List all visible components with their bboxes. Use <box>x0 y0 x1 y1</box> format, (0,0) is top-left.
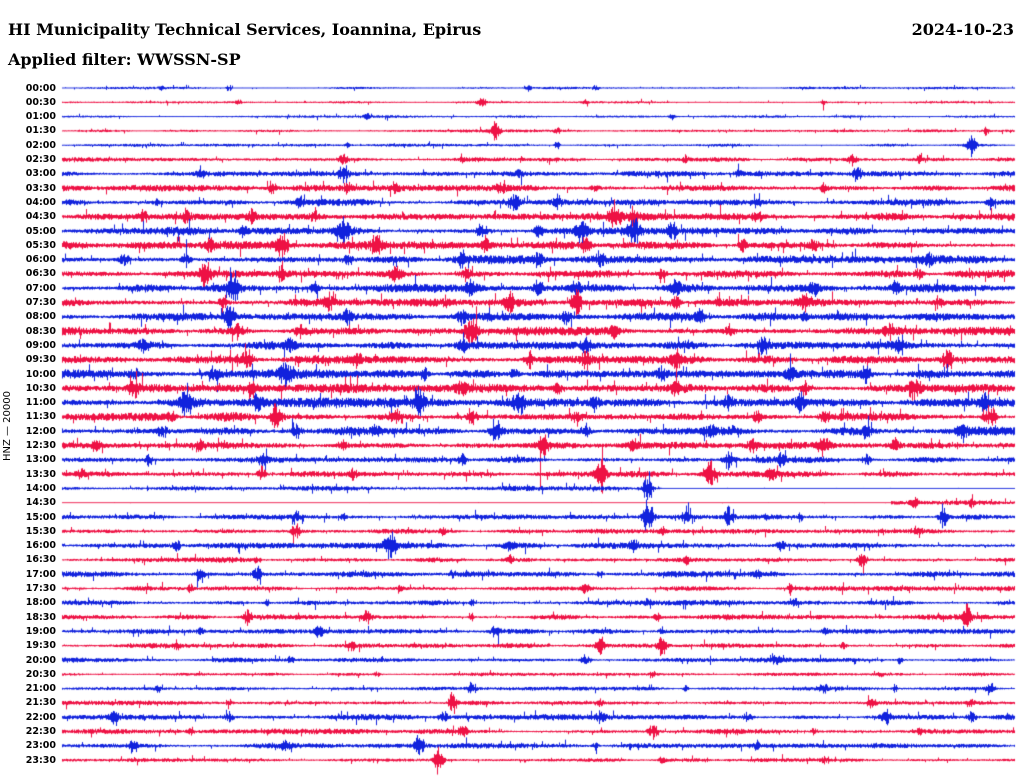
time-label: 00:00 <box>25 82 56 94</box>
time-label: 22:00 <box>25 711 56 723</box>
time-label: 08:30 <box>25 325 56 337</box>
time-label: 02:30 <box>25 154 56 165</box>
time-label: 16:30 <box>25 554 56 566</box>
date-label: 2024-10-23 <box>911 20 1014 39</box>
time-label: 05:30 <box>25 239 56 251</box>
time-label: 03:00 <box>25 168 56 180</box>
time-label: 06:30 <box>25 268 56 280</box>
time-label: 10:30 <box>25 382 56 394</box>
channel-scale-label: HNZ — 20000 <box>2 391 13 462</box>
time-label: 14:00 <box>25 482 56 494</box>
time-label: 04:00 <box>25 196 56 208</box>
time-label: 20:30 <box>25 668 56 680</box>
time-label: 04:30 <box>25 211 56 223</box>
time-label: 09:30 <box>25 354 56 366</box>
time-label: 19:30 <box>25 640 56 652</box>
time-label: 03:30 <box>25 182 56 194</box>
time-label: 13:00 <box>25 454 56 466</box>
time-label: 07:30 <box>25 297 56 308</box>
time-label: 07:00 <box>25 282 56 294</box>
time-label: 19:00 <box>25 625 56 637</box>
time-label: 08:00 <box>25 311 56 323</box>
time-label: 10:00 <box>25 368 56 380</box>
time-label: 12:30 <box>25 440 56 451</box>
time-label: 17:30 <box>25 583 56 594</box>
time-label: 18:00 <box>25 597 56 609</box>
time-label: 02:00 <box>25 139 56 151</box>
time-label: 01:30 <box>25 125 56 137</box>
time-label: 15:00 <box>25 511 56 523</box>
time-label: 00:30 <box>25 96 56 108</box>
time-label: 21:00 <box>25 683 56 695</box>
time-label: 14:30 <box>25 497 56 509</box>
time-label: 05:00 <box>25 225 56 237</box>
time-label: 20:00 <box>25 654 56 666</box>
time-label: 06:00 <box>25 254 56 266</box>
time-label: 12:00 <box>25 425 56 437</box>
station-title: HI Municipality Technical Services, Ioan… <box>8 20 482 39</box>
time-label: 17:00 <box>25 568 56 580</box>
time-label: 23:00 <box>25 740 56 752</box>
filter-label: Applied filter: WWSSN-SP <box>8 50 241 69</box>
time-label: 09:00 <box>25 339 56 351</box>
time-label: 23:30 <box>25 754 56 766</box>
time-label: 22:30 <box>25 726 56 737</box>
time-label: 15:30 <box>25 525 56 537</box>
time-label: 16:00 <box>25 540 56 552</box>
time-label: 21:30 <box>25 697 56 709</box>
time-label: 11:30 <box>25 411 56 423</box>
time-label: 01:00 <box>25 111 56 123</box>
time-label: 11:00 <box>25 397 56 409</box>
time-label: 18:30 <box>25 611 56 623</box>
time-label: 13:30 <box>25 468 56 480</box>
